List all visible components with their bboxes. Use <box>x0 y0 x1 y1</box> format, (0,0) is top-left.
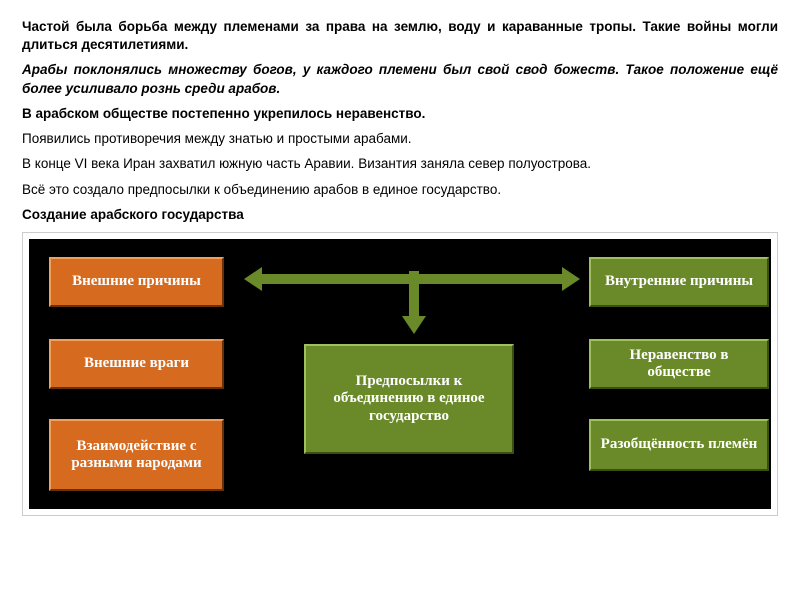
box-label: Внешние причины <box>72 273 201 290</box>
arrow-head-right-icon <box>562 267 580 291</box>
box-inequality: Неравенство в обществе <box>589 339 769 389</box>
box-label: Внутренние причины <box>605 273 753 290</box>
diagram: Внешние причины Внешние враги Взаимодейс… <box>29 239 771 509</box>
paragraph: Появились противоречия между знатью и пр… <box>22 130 778 148</box>
arrow-head-left-icon <box>244 267 262 291</box>
box-internal-causes: Внутренние причины <box>589 257 769 307</box>
text-container: Частой была борьба между племенами за пр… <box>22 18 778 224</box>
paragraph: В арабском обществе постепенно укрепилос… <box>22 105 778 123</box>
arrow-shaft <box>409 271 419 316</box>
box-label: Разобщённость племён <box>601 436 758 453</box>
paragraph: Создание арабского государства <box>22 206 778 224</box>
paragraph: Всё это создало предпосылки к объединени… <box>22 181 778 199</box>
box-label: Предпосылки к объединению в единое госуд… <box>312 373 506 425</box>
box-label: Внешние враги <box>84 355 189 372</box>
arrow-vertical-down <box>402 271 426 334</box>
paragraph: Частой была борьба между племенами за пр… <box>22 18 778 54</box>
box-tribes-disunity: Разобщённость племён <box>589 419 769 471</box>
box-external-causes: Внешние причины <box>49 257 224 307</box>
box-external-enemies: Внешние враги <box>49 339 224 389</box>
diagram-wrap: Внешние причины Внешние враги Взаимодейс… <box>22 232 778 516</box>
box-interaction-peoples: Взаимодействие с разными народами <box>49 419 224 491</box>
box-label: Неравенство в обществе <box>597 347 761 382</box>
paragraph: В конце VI века Иран захватил южную част… <box>22 155 778 173</box>
arrow-head-down-icon <box>402 316 426 334</box>
paragraph: Арабы поклонялись множеству богов, у каж… <box>22 61 778 97</box>
box-label: Взаимодействие с разными народами <box>57 438 216 473</box>
box-center-preconditions: Предпосылки к объединению в единое госуд… <box>304 344 514 454</box>
